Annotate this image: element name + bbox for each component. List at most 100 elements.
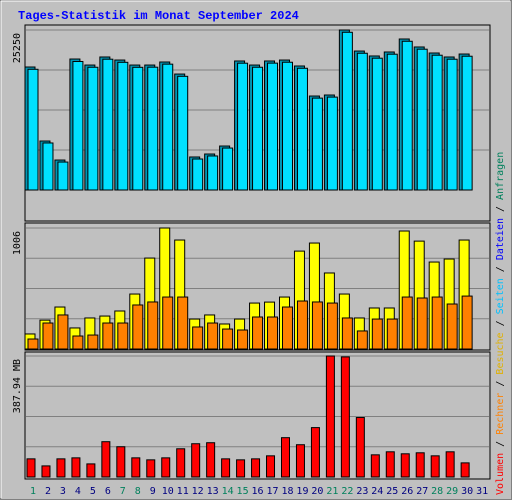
bar: [415, 452, 425, 478]
bar: [401, 296, 413, 350]
bar: [280, 437, 290, 478]
x-tick-label: 7: [120, 486, 126, 497]
bar: [446, 58, 458, 191]
legend-separator: /: [495, 375, 506, 393]
bar: [71, 457, 81, 478]
bar: [56, 458, 66, 478]
bar: [370, 454, 380, 478]
bar: [340, 356, 350, 478]
x-tick-label: 22: [341, 486, 353, 497]
x-tick-label: 3: [60, 486, 66, 497]
bar: [371, 318, 383, 350]
bar: [57, 161, 69, 191]
x-tick-label: 26: [401, 486, 413, 497]
bar: [355, 417, 365, 478]
bar: [117, 322, 129, 350]
x-tick-label: 17: [266, 486, 278, 497]
bar: [26, 458, 36, 478]
chart-title: Tages-Statistik im Monat September 2024: [18, 9, 299, 23]
x-tick-label: 18: [281, 486, 293, 497]
bar: [101, 441, 111, 478]
bar: [460, 462, 470, 478]
x-tick-label: 24: [371, 486, 383, 497]
bar: [326, 302, 338, 350]
bar: [461, 295, 473, 350]
bar: [267, 316, 279, 350]
bar: [326, 96, 338, 191]
x-tick-label: 20: [311, 486, 323, 497]
bar: [311, 301, 323, 350]
bar: [281, 306, 293, 350]
legend-entry: Volumen: [495, 453, 506, 495]
bar: [386, 318, 398, 350]
bar: [87, 66, 99, 191]
bar: [430, 455, 440, 478]
x-tick-label: 8: [135, 486, 141, 497]
x-tick-label: 5: [90, 486, 96, 497]
bar: [416, 297, 428, 350]
bar: [161, 457, 171, 478]
x-tick-label: 21: [326, 486, 338, 497]
bar: [162, 63, 174, 191]
bar: [191, 443, 201, 478]
legend-separator: /: [495, 200, 506, 218]
bar: [207, 322, 219, 350]
bar: [251, 458, 261, 478]
x-tick-label: 28: [431, 486, 443, 497]
bar: [431, 296, 443, 350]
x-tick-label: 16: [252, 486, 264, 497]
bar: [237, 329, 249, 350]
x-tick-label: 30: [461, 486, 473, 497]
x-tick-label: 2: [45, 486, 51, 497]
bar: [102, 322, 114, 350]
bar: [385, 451, 395, 478]
bar: [222, 328, 234, 350]
bar: [177, 75, 189, 191]
bar: [400, 453, 410, 478]
bar: [27, 68, 39, 191]
x-tick-label: 13: [207, 486, 219, 497]
bar: [341, 31, 353, 191]
bar: [310, 427, 320, 478]
bar: [371, 57, 383, 191]
bar: [132, 66, 144, 191]
bar: [41, 465, 51, 478]
bar: [416, 48, 428, 191]
x-tick-label: 31: [476, 486, 488, 497]
x-tick-label: 10: [162, 486, 174, 497]
bar: [431, 54, 443, 191]
bar: [162, 296, 174, 350]
bar: [42, 142, 54, 191]
legend-entry: Anfragen: [495, 152, 506, 200]
bar: [192, 326, 204, 350]
bar: [295, 444, 305, 478]
legend-separator: /: [495, 260, 506, 278]
bar: [222, 147, 234, 191]
bar: [146, 459, 156, 478]
bar: [266, 455, 276, 478]
bar: [176, 448, 186, 478]
bar: [296, 67, 308, 191]
y-tick-label: 25250: [12, 33, 23, 63]
x-tick-label: 23: [356, 486, 368, 497]
x-tick-label: 29: [446, 486, 458, 497]
bar: [237, 62, 249, 191]
x-tick-label: 12: [192, 486, 204, 497]
bar: [207, 155, 219, 191]
x-tick-label: 6: [105, 486, 111, 497]
bar: [87, 334, 99, 350]
legend-separator: /: [495, 435, 506, 453]
legend: Volumen / Rechner / Besuche / Seiten / D…: [495, 152, 506, 495]
bar: [446, 303, 458, 350]
bar: [72, 335, 84, 350]
bar: [356, 330, 368, 350]
bar: [206, 442, 216, 478]
x-tick-label: 1: [30, 486, 36, 497]
bar: [221, 458, 231, 478]
bar: [445, 451, 455, 478]
legend-separator: /: [495, 314, 506, 332]
bar: [401, 40, 413, 191]
bar: [252, 316, 264, 350]
legend-entry: Dateien: [495, 218, 506, 260]
